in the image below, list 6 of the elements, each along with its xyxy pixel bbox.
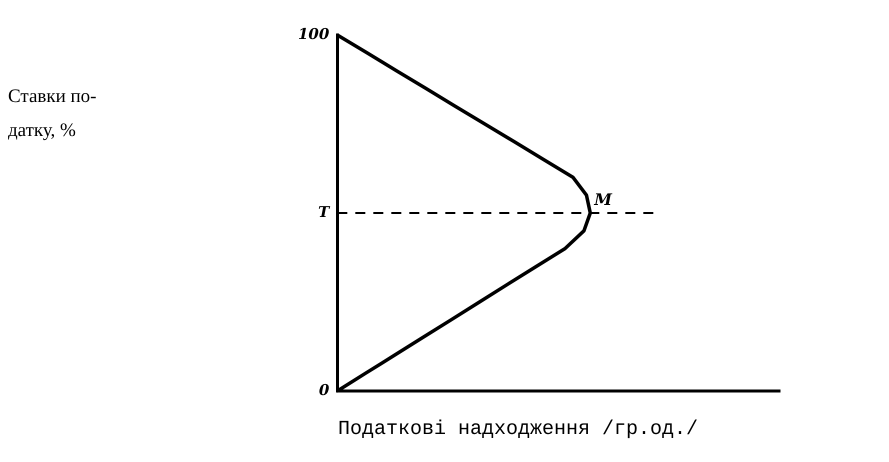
- x-axis-title: Податкові надходження /гр.од./: [338, 418, 698, 441]
- y-tick-label: 100: [298, 24, 330, 43]
- annotation: M: [593, 190, 614, 210]
- y-tick-label: 0: [318, 380, 330, 399]
- y-tick-label: T: [318, 202, 332, 221]
- text: Ставки по-датку, %: [8, 85, 98, 143]
